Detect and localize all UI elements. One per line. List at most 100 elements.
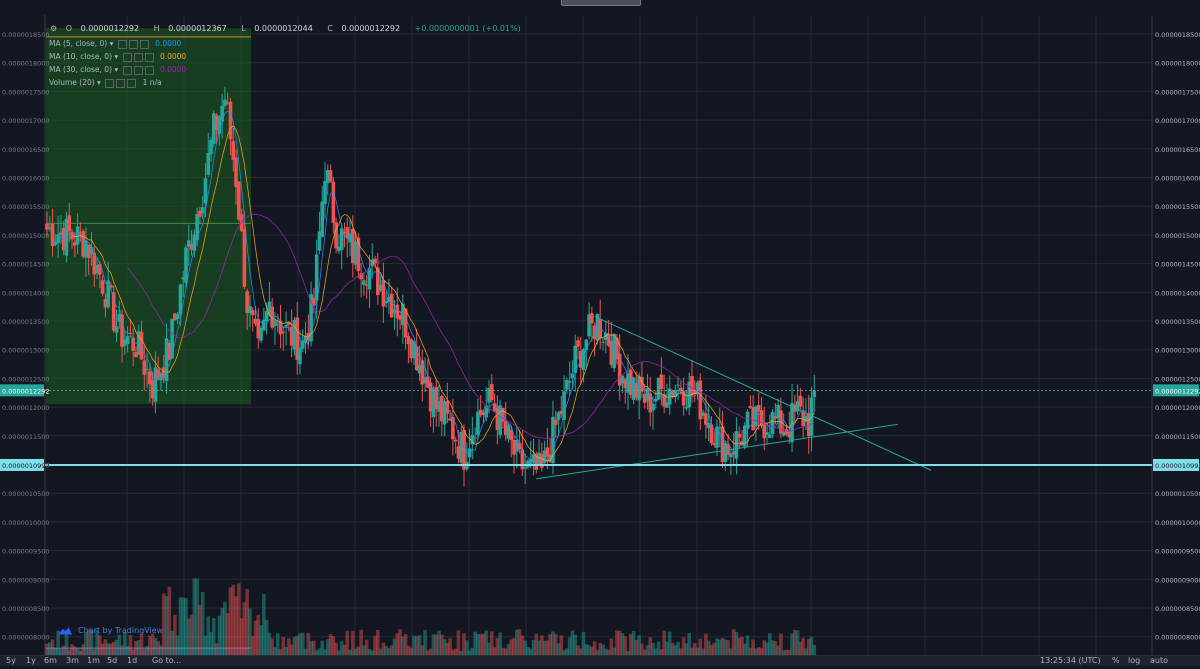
candle (242, 228, 247, 288)
candle (100, 280, 105, 294)
close-icon[interactable] (127, 78, 137, 88)
volume-bar (89, 630, 94, 655)
close-icon[interactable] (144, 65, 154, 75)
volume-bar (356, 646, 361, 655)
candle (64, 218, 69, 256)
volume-bar (264, 619, 269, 655)
candle (762, 423, 767, 439)
volume-bar (403, 634, 408, 655)
candle (275, 323, 280, 325)
candle (804, 415, 808, 422)
volume-bar (578, 648, 583, 655)
candle (264, 311, 269, 322)
candle (292, 319, 297, 350)
timeframe-5y[interactable]: 5y (6, 656, 16, 665)
candle (734, 431, 739, 459)
candle (86, 244, 91, 258)
timeframe-5d[interactable]: 5d (107, 656, 118, 665)
eye-icon[interactable] (117, 39, 127, 49)
candle (309, 294, 313, 342)
candle (389, 293, 394, 318)
timeframe-1m[interactable]: 1m (87, 656, 100, 665)
volume-bar (793, 629, 797, 655)
eye-icon[interactable] (122, 52, 132, 62)
percent-toggle[interactable]: % (1112, 656, 1120, 665)
candle (59, 232, 63, 235)
close-icon[interactable] (144, 52, 154, 62)
volume-bar (256, 614, 261, 655)
goto-button[interactable]: Go to... (152, 656, 182, 665)
indicator-ma5[interactable]: MA (5, close, 0) ▾ 0.0000 (49, 39, 182, 49)
candle (576, 340, 580, 347)
candle (473, 437, 477, 439)
volume-bar (292, 636, 297, 655)
settings-icon[interactable] (133, 65, 143, 75)
timeframe-1d[interactable]: 1d (127, 656, 138, 665)
candle (323, 181, 327, 205)
candle (445, 400, 450, 414)
volume-bar (320, 640, 325, 655)
indicator-volume[interactable]: Volume (20) ▾ 1 n/a (49, 78, 162, 88)
tradingview-logo-icon (58, 627, 72, 635)
candle (528, 458, 533, 466)
volume-bar (253, 620, 258, 655)
candle (314, 254, 319, 301)
candle (565, 379, 569, 390)
candle (481, 412, 486, 415)
settings-icon[interactable] (116, 78, 126, 88)
auto-toggle[interactable]: auto (1150, 656, 1169, 665)
volume-bar (762, 640, 767, 655)
candle (556, 412, 561, 421)
price-tick-label: 0.0000016500 (1155, 146, 1200, 154)
candle (161, 367, 166, 379)
price-tick-label: 0.0000014500 (1155, 261, 1200, 269)
candle (729, 453, 733, 458)
candle (300, 340, 305, 349)
candle (773, 416, 778, 419)
left-tick-label: 0.0000016500 (2, 146, 50, 154)
candle (334, 222, 338, 249)
candle (317, 231, 322, 251)
candle (478, 409, 483, 416)
volume-bar (609, 638, 614, 655)
indicator-ma10[interactable]: MA (10, close, 0) ▾ 0.0000 (49, 52, 187, 62)
top-tab[interactable] (561, 0, 641, 6)
timeframe-1y[interactable]: 1y (26, 656, 36, 665)
volume-bar (676, 641, 680, 655)
volume-bar (451, 649, 455, 655)
stop-zone (46, 648, 251, 655)
candle (250, 309, 255, 316)
candle (751, 407, 755, 431)
timeframe-6m[interactable]: 6m (44, 656, 57, 665)
volume-bar (262, 594, 266, 655)
candle (406, 335, 411, 345)
settings-icon[interactable] (133, 52, 143, 62)
close-icon[interactable] (139, 39, 149, 49)
ohlc-header: ⚙ O 0.0000012292 H 0.0000012367 L 0.0000… (50, 24, 521, 33)
settings-icon[interactable]: ⚙ (50, 24, 58, 33)
ma-30-line (127, 213, 815, 439)
price-tick-label: 0.0000008500 (1155, 605, 1200, 613)
volume-bar (648, 637, 653, 655)
candle (409, 339, 413, 359)
candle (470, 435, 475, 445)
eye-icon[interactable] (122, 65, 132, 75)
candle (498, 405, 502, 435)
log-toggle[interactable]: log (1128, 656, 1141, 665)
eye-icon[interactable] (105, 78, 115, 88)
candle (398, 315, 402, 320)
settings-icon[interactable] (128, 39, 138, 49)
candle (123, 339, 127, 346)
tradingview-watermark[interactable]: Chart by TradingView (58, 626, 163, 635)
candle (673, 389, 678, 397)
candle (339, 228, 344, 251)
candle (136, 331, 141, 355)
candle (434, 386, 438, 410)
timeframe-3m[interactable]: 3m (66, 656, 79, 665)
candle (437, 401, 441, 412)
indicator-ma30[interactable]: MA (30, close, 0) ▾ 0.0000 (49, 65, 187, 75)
volume-bar (562, 650, 566, 655)
candle (61, 228, 66, 251)
